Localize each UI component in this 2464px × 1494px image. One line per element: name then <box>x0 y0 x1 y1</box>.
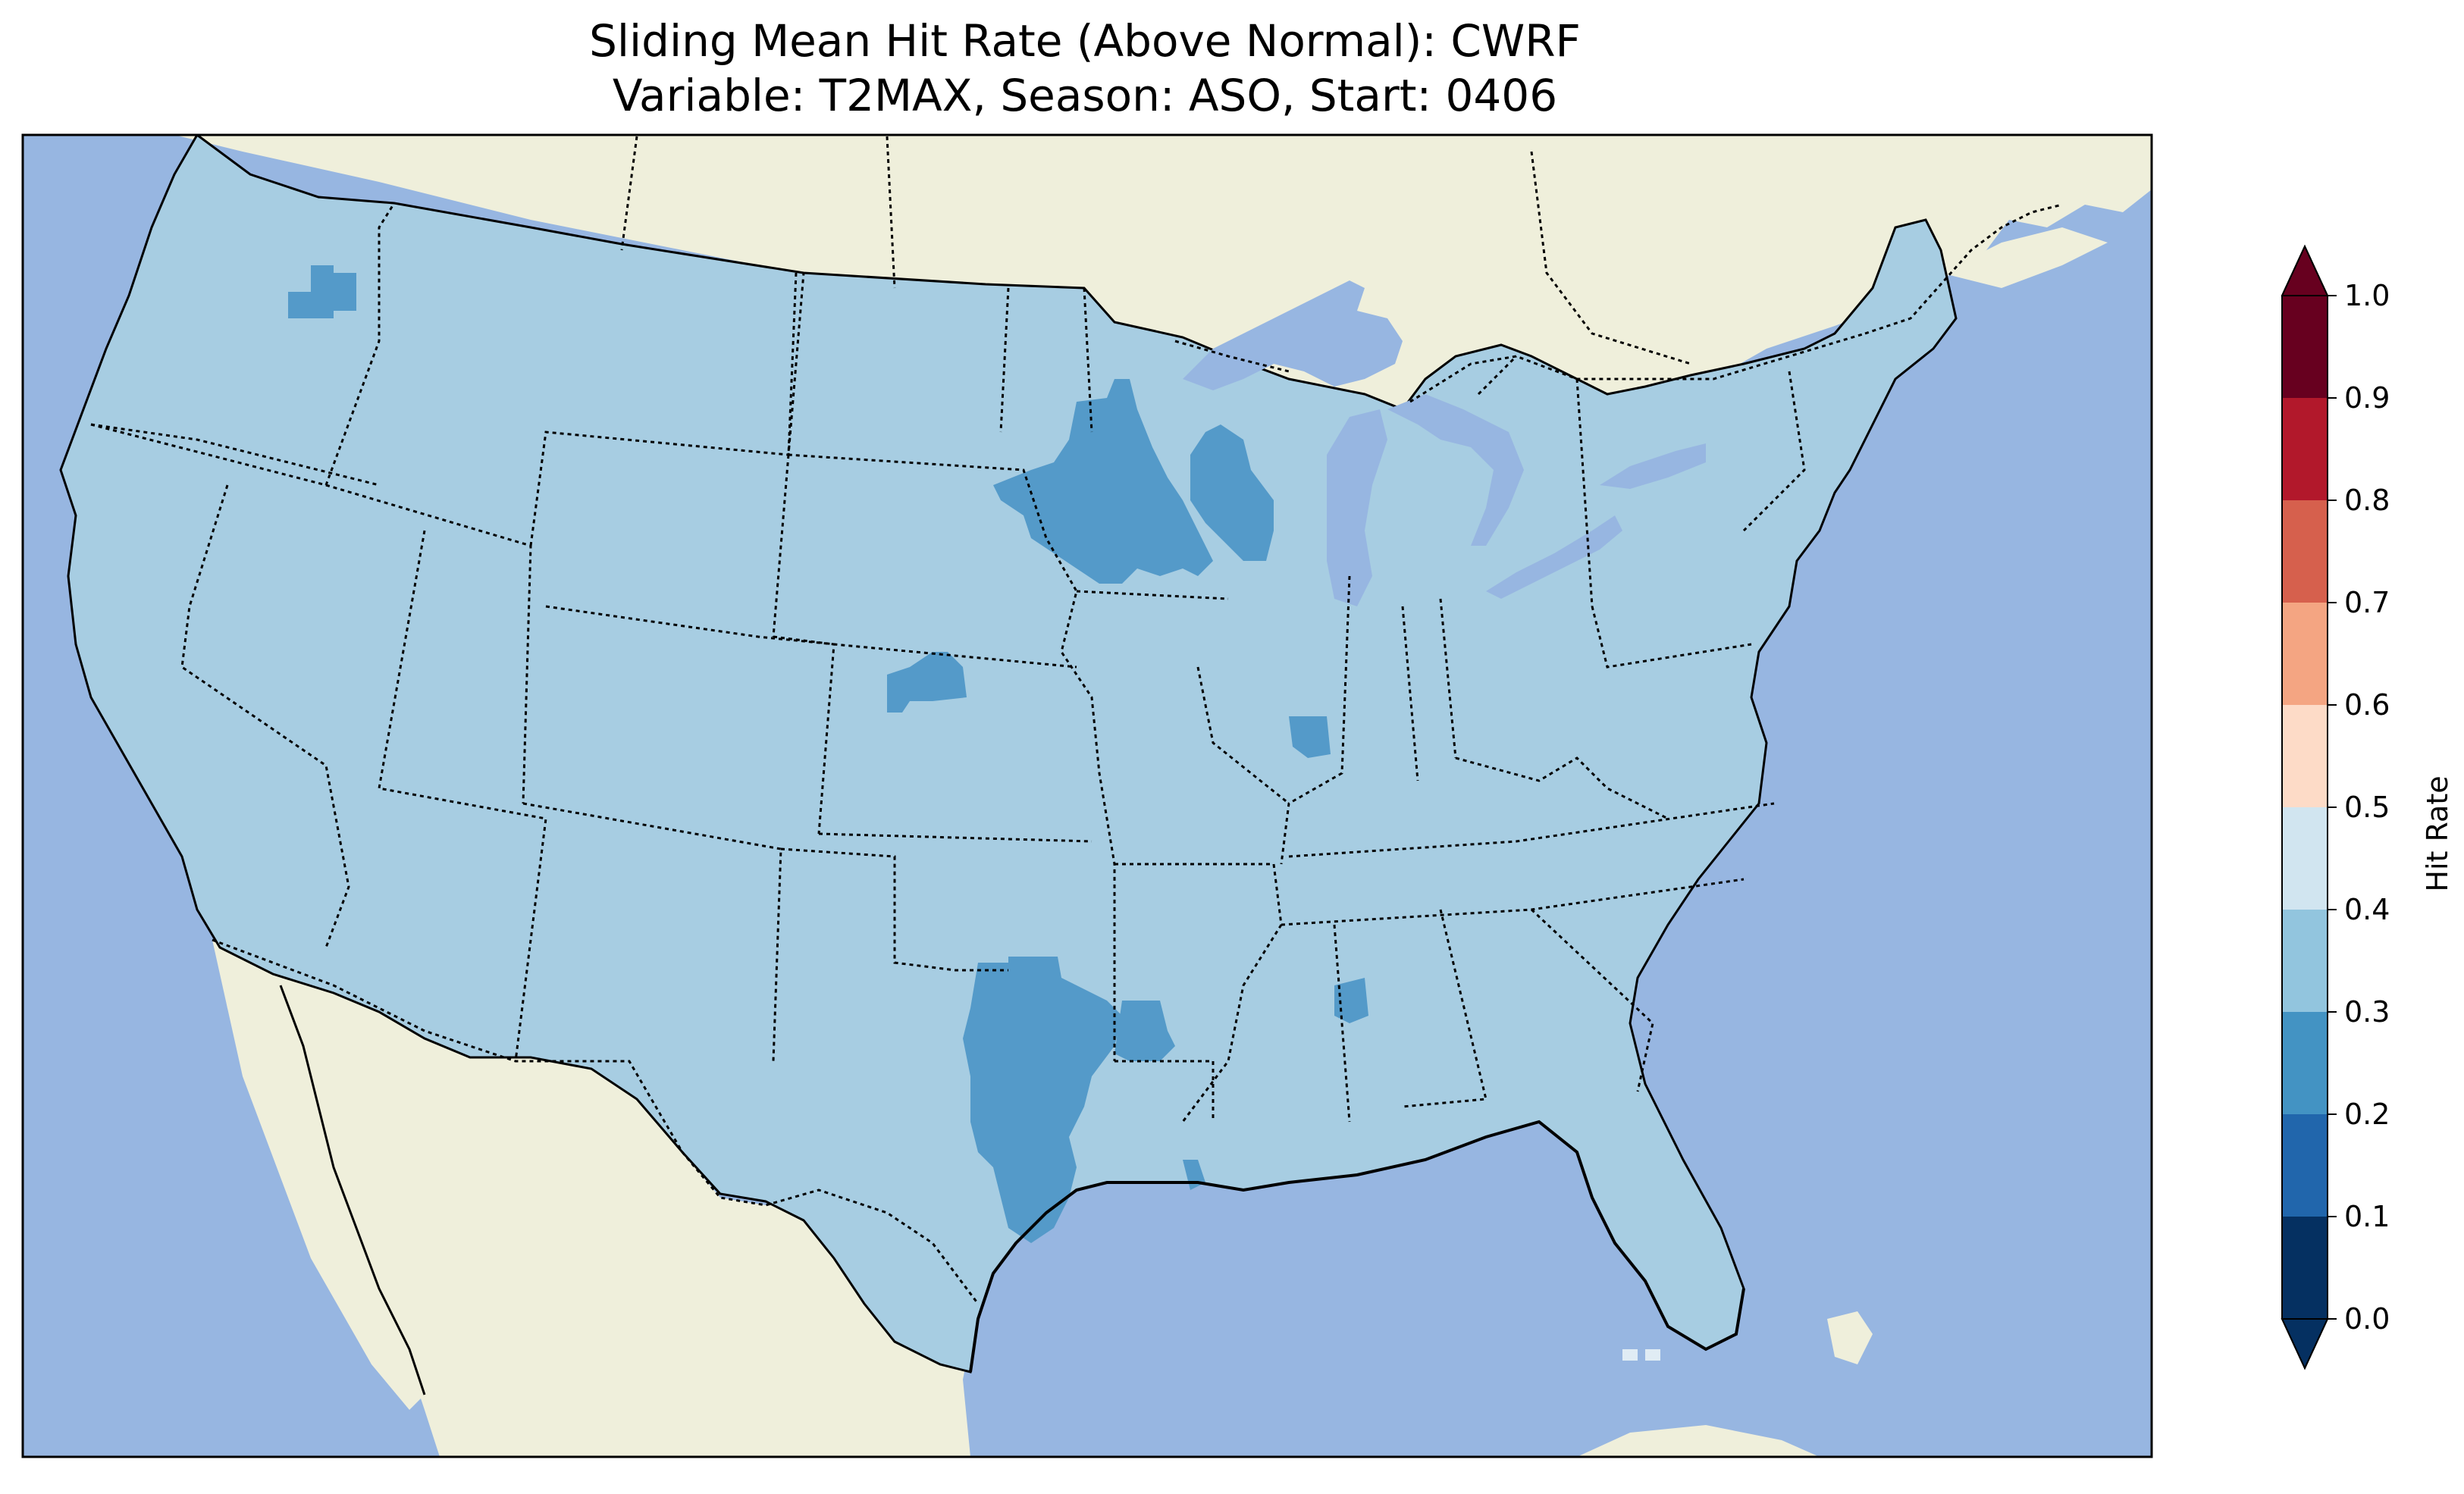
colorbar-bin-4 <box>2282 807 2328 910</box>
colorbar-bin-5 <box>2282 705 2328 807</box>
patch-texas <box>963 957 1122 1243</box>
colorbar-tick-label-8: 0.8 <box>2344 484 2390 517</box>
patch-louisiana <box>1114 1001 1175 1061</box>
lake-michigan <box>1327 409 1387 606</box>
lake-huron <box>1387 394 1524 546</box>
state-borders <box>90 136 1806 1123</box>
colorbar-bin-9 <box>2282 296 2328 398</box>
colorbar-bins <box>2282 296 2328 1319</box>
colorbar-tick-label-1: 0.1 <box>2344 1200 2390 1233</box>
colorbar-bin-1 <box>2282 1114 2328 1217</box>
lake-superior <box>1183 280 1403 390</box>
colorbar-tick-label-0: 0.0 <box>2344 1302 2390 1336</box>
patch-florida-keys <box>1622 1349 1660 1361</box>
nova-scotia-land <box>1941 227 2108 288</box>
colorbar-tick-label-6: 0.6 <box>2344 688 2390 722</box>
colorbar-extend-max <box>2281 244 2329 296</box>
colorbar-bin-2 <box>2282 1012 2328 1114</box>
baja-outline <box>279 985 426 1395</box>
colorbar-bin-7 <box>2282 500 2328 603</box>
map-area <box>23 135 2152 1457</box>
colorbar-tick-label-10: 1.0 <box>2344 279 2390 312</box>
colorbar-bin-3 <box>2282 910 2328 1012</box>
patch-minnesota-iowa <box>993 379 1213 584</box>
colorbar-bin-8 <box>2282 398 2328 500</box>
colorbar-extend-min <box>2281 1318 2329 1370</box>
patch-washington <box>288 265 356 318</box>
colorbar-bin-6 <box>2282 603 2328 705</box>
colorbar-bin-0 <box>2282 1217 2328 1319</box>
chart-title-line-1: Sliding Mean Hit Rate (Above Normal): CW… <box>589 15 1581 67</box>
patch-wisconsin <box>1190 424 1274 561</box>
patch-mississippi <box>1334 978 1368 1023</box>
mexico-land <box>212 940 978 1457</box>
colorbar-label: Hit Rate <box>2421 775 2454 891</box>
gulf-coast-outline <box>969 1120 1745 1373</box>
chart-title-line-2: Variable: T2MAX, Season: ASO, Start: 040… <box>612 70 1558 121</box>
colorbar-outline <box>2281 244 2328 1370</box>
colorbar-tick-label-2: 0.2 <box>2344 1098 2390 1131</box>
lake-erie <box>1486 515 1622 599</box>
colorbar-tick-label-5: 0.5 <box>2344 791 2390 824</box>
lake-ontario <box>1600 443 1706 489</box>
cuba-bahamas-land <box>1827 1311 1873 1364</box>
baja-california-land <box>216 947 425 1410</box>
colorbar-tick-label-3: 0.3 <box>2344 995 2390 1029</box>
colorbar-tick-label-9: 0.9 <box>2344 381 2390 415</box>
colorbar-tick-label-7: 0.7 <box>2344 586 2390 619</box>
country-borders <box>212 151 2063 1305</box>
colorbar-tick-label-4: 0.4 <box>2344 893 2390 926</box>
patch-illinois <box>1289 716 1331 758</box>
colorbar-ticks: 0.0 0.1 0.2 0.3 0.4 0.5 0.6 0.7 0.8 0.9 1.0 <box>2328 279 2390 1336</box>
central-america-land <box>1577 1425 1820 1457</box>
patch-kansas <box>887 652 967 713</box>
map-frame <box>21 133 2153 1458</box>
